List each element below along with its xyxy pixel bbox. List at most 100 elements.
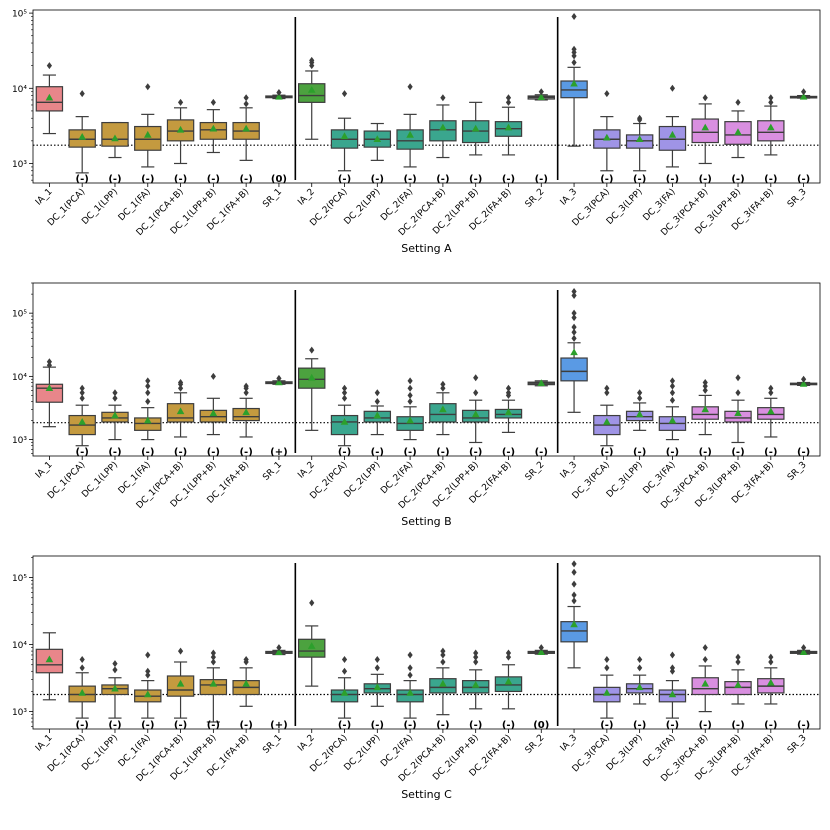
outlier-point bbox=[177, 378, 184, 386]
outlier-point bbox=[145, 83, 151, 91]
mean-marker bbox=[242, 679, 250, 687]
box-IA_1 bbox=[35, 632, 64, 701]
outlier-point bbox=[243, 100, 249, 108]
significance-label: (-) bbox=[371, 447, 384, 458]
mean-marker bbox=[340, 417, 349, 425]
outlier-point bbox=[145, 667, 151, 675]
mean-marker bbox=[340, 688, 349, 696]
outlier-point bbox=[571, 568, 577, 576]
mean-marker bbox=[799, 379, 808, 387]
significance-label: (-) bbox=[600, 720, 613, 731]
mean-marker bbox=[209, 679, 218, 687]
mean-marker bbox=[143, 690, 152, 698]
box-DC_1(LPP): (-) bbox=[101, 121, 129, 185]
y-tick-label: 10³ bbox=[12, 708, 27, 718]
significance-label: (-) bbox=[666, 720, 679, 731]
outlier-point bbox=[112, 394, 118, 402]
significance-label: (-) bbox=[403, 447, 416, 458]
mean-marker bbox=[570, 79, 578, 87]
box-DC_1(PCA): (-) bbox=[68, 90, 96, 185]
box-DC_3(PCA+B): (-) bbox=[691, 378, 719, 458]
outlier-point bbox=[604, 384, 610, 392]
significance-label: (-) bbox=[239, 174, 252, 185]
significance-label: (-) bbox=[797, 720, 810, 731]
box-DC_1(LPP+B): (-) bbox=[199, 649, 228, 731]
mean-marker bbox=[799, 92, 808, 100]
outlier-point bbox=[702, 386, 708, 394]
box-DC_1(PCA+B): (-) bbox=[166, 98, 195, 185]
significance-label: (-) bbox=[436, 174, 449, 185]
box-DC_2(FA+B): (-) bbox=[494, 384, 523, 458]
mean-marker bbox=[176, 679, 185, 687]
outlier-point bbox=[210, 649, 216, 657]
outlier-point bbox=[374, 655, 380, 663]
mean-marker bbox=[701, 679, 710, 687]
mean-marker bbox=[307, 642, 316, 649]
outlier-point bbox=[79, 384, 85, 392]
mean-marker bbox=[734, 409, 742, 417]
significance-label: (-) bbox=[403, 720, 416, 731]
mean-marker bbox=[603, 688, 611, 696]
mean-marker bbox=[242, 408, 250, 416]
outlier-point bbox=[79, 655, 85, 663]
mean-marker bbox=[537, 648, 546, 656]
box-DC_2(LPP): (-) bbox=[363, 122, 392, 185]
panel-setting-c: 10³ 10⁴ 10⁵ (-) (-) (-) (-) (-) (-) (+) (-) (-) (-) (… bbox=[12, 555, 821, 801]
box-DC_2(LPP+B): (-) bbox=[461, 649, 490, 731]
outlier-point bbox=[505, 384, 512, 392]
box-SR_1: (+) bbox=[265, 644, 293, 731]
significance-label: (-) bbox=[764, 174, 777, 185]
outlier-point bbox=[210, 658, 216, 666]
outlier-point bbox=[538, 88, 544, 96]
outlier-point bbox=[735, 658, 741, 666]
outlier-point bbox=[473, 389, 479, 397]
outlier-point bbox=[571, 45, 577, 53]
outlier-point bbox=[440, 380, 446, 388]
outlier-point bbox=[604, 389, 610, 397]
outlier-point bbox=[243, 389, 249, 397]
mean-marker bbox=[471, 124, 480, 132]
mean-marker bbox=[242, 124, 250, 132]
outlier-point bbox=[341, 90, 348, 98]
significance-label: (-) bbox=[108, 447, 121, 458]
box-DC_2(PCA+B): (-) bbox=[429, 647, 457, 731]
mean-marker bbox=[668, 416, 677, 424]
x-axis-label: Setting B bbox=[401, 515, 451, 528]
x-tick-label: IA_1 bbox=[34, 460, 55, 481]
box-SR_3: (-) bbox=[789, 375, 818, 458]
box-DC_3(LPP): (-) bbox=[625, 389, 654, 458]
box-DC_1(LPP+B): (-) bbox=[199, 98, 228, 185]
box-DC_2(LPP+B): (-) bbox=[461, 374, 490, 458]
significance-label: (-) bbox=[469, 174, 482, 185]
outlier-point bbox=[309, 599, 315, 607]
outlier-point bbox=[768, 658, 774, 666]
box-DC_2(FA+B): (-) bbox=[494, 649, 523, 731]
significance-label: (-) bbox=[764, 720, 777, 731]
outlier-point bbox=[473, 649, 479, 657]
outlier-point bbox=[276, 88, 282, 96]
outlier-point bbox=[571, 591, 577, 599]
outlier-point bbox=[735, 98, 741, 106]
outlier-point bbox=[145, 377, 151, 385]
mean-marker bbox=[767, 678, 775, 686]
outlier-point bbox=[341, 667, 348, 675]
box-IA_2 bbox=[298, 56, 326, 140]
outlier-point bbox=[46, 62, 52, 70]
outlier-point bbox=[702, 94, 708, 102]
x-tick-label: SR_3 bbox=[786, 460, 809, 483]
significance-label: (-) bbox=[699, 720, 712, 731]
outlier-point bbox=[571, 309, 577, 317]
mean-marker bbox=[406, 416, 414, 424]
x-tick-label: SR_3 bbox=[786, 733, 809, 756]
x-tick-label: IA_3 bbox=[559, 187, 580, 208]
outlier-point bbox=[571, 13, 577, 21]
significance-label: (-) bbox=[731, 174, 744, 185]
box-body bbox=[560, 357, 588, 382]
box-DC_3(FA): (-) bbox=[658, 84, 687, 185]
box-DC_3(FA+B): (-) bbox=[757, 384, 785, 458]
outlier-point bbox=[79, 90, 85, 98]
box-DC_1(FA+B): (-) bbox=[232, 382, 260, 458]
box-DC_1(FA+B): (-) bbox=[232, 94, 260, 185]
outlier-point bbox=[112, 660, 118, 668]
outlier-point bbox=[735, 389, 741, 397]
